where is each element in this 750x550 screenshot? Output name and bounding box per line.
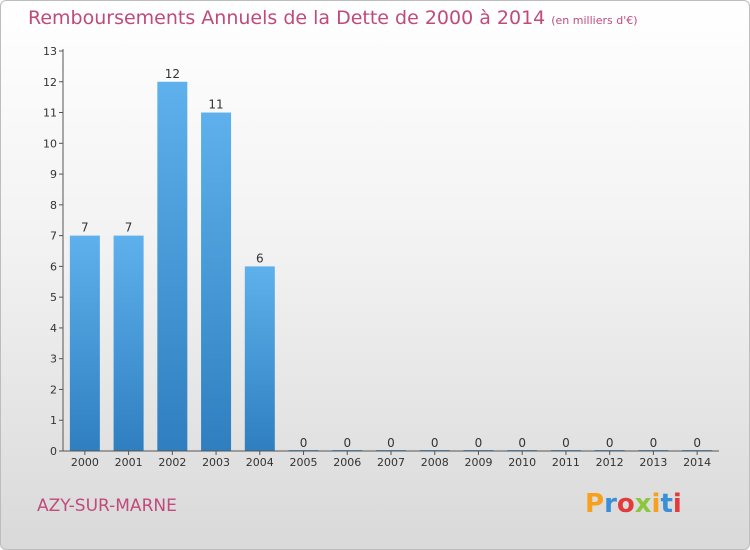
bar <box>69 235 100 451</box>
value-label: 0 <box>693 436 701 450</box>
y-tick-label: 11 <box>43 107 57 120</box>
chart-subtitle: (en milliers d'€) <box>551 14 638 27</box>
value-label: 0 <box>650 436 658 450</box>
x-tick-label: 2011 <box>552 456 580 469</box>
proxiti-logo: Proxiti <box>585 489 682 519</box>
value-label: 7 <box>125 221 133 235</box>
y-tick-label: 4 <box>50 322 57 335</box>
bar <box>113 235 144 451</box>
value-label: 0 <box>562 436 570 450</box>
x-tick-label: 2002 <box>158 456 186 469</box>
y-tick-label: 5 <box>50 291 57 304</box>
value-label: 0 <box>431 436 439 450</box>
value-label: 0 <box>387 436 395 450</box>
x-tick-label: 2010 <box>508 456 536 469</box>
y-tick-label: 2 <box>50 383 57 396</box>
x-tick-label: 2008 <box>421 456 449 469</box>
y-tick-label: 7 <box>50 230 57 243</box>
value-label: 0 <box>606 436 614 450</box>
value-label: 7 <box>81 221 89 235</box>
value-label: 0 <box>300 436 308 450</box>
logo-letter: P <box>585 489 605 519</box>
bar <box>201 112 232 452</box>
y-tick-label: 10 <box>43 137 57 150</box>
x-tick-label: 2012 <box>596 456 624 469</box>
logo-letter: i <box>672 489 682 519</box>
commune-name: AZY-SUR-MARNE <box>37 496 177 516</box>
x-tick-label: 2000 <box>71 456 99 469</box>
x-tick-label: 2009 <box>464 456 492 469</box>
value-label: 12 <box>165 67 180 81</box>
y-tick-label: 6 <box>50 260 57 273</box>
chart-title: Remboursements Annuels de la Dette de 20… <box>28 7 638 29</box>
logo-letter: o <box>616 489 635 519</box>
bar <box>157 81 188 452</box>
value-label: 0 <box>518 436 526 450</box>
logo-letter: r <box>604 489 617 519</box>
title-text: Remboursements Annuels de la Dette de 20… <box>28 7 546 29</box>
y-tick-label: 13 <box>43 45 57 58</box>
y-tick-label: 8 <box>50 199 57 212</box>
y-tick-label: 1 <box>50 414 57 427</box>
logo-letter: x <box>634 489 652 519</box>
bar <box>244 266 275 451</box>
x-tick-label: 2003 <box>202 456 230 469</box>
value-label: 0 <box>475 436 483 450</box>
x-tick-label: 2007 <box>377 456 405 469</box>
value-label: 11 <box>208 98 223 112</box>
y-tick-label: 3 <box>50 353 57 366</box>
x-tick-label: 2001 <box>115 456 143 469</box>
x-tick-label: 2013 <box>639 456 667 469</box>
y-tick-label: 12 <box>43 76 57 89</box>
logo-letter: i <box>651 489 661 519</box>
y-tick-label: 0 <box>50 445 57 458</box>
value-label: 0 <box>343 436 351 450</box>
y-tick-label: 9 <box>50 168 57 181</box>
x-tick-label: 2005 <box>290 456 318 469</box>
logo-letter: t <box>660 489 673 519</box>
x-tick-label: 2004 <box>246 456 274 469</box>
x-tick-label: 2006 <box>333 456 361 469</box>
x-tick-label: 2014 <box>683 456 711 469</box>
value-label: 6 <box>256 251 264 265</box>
